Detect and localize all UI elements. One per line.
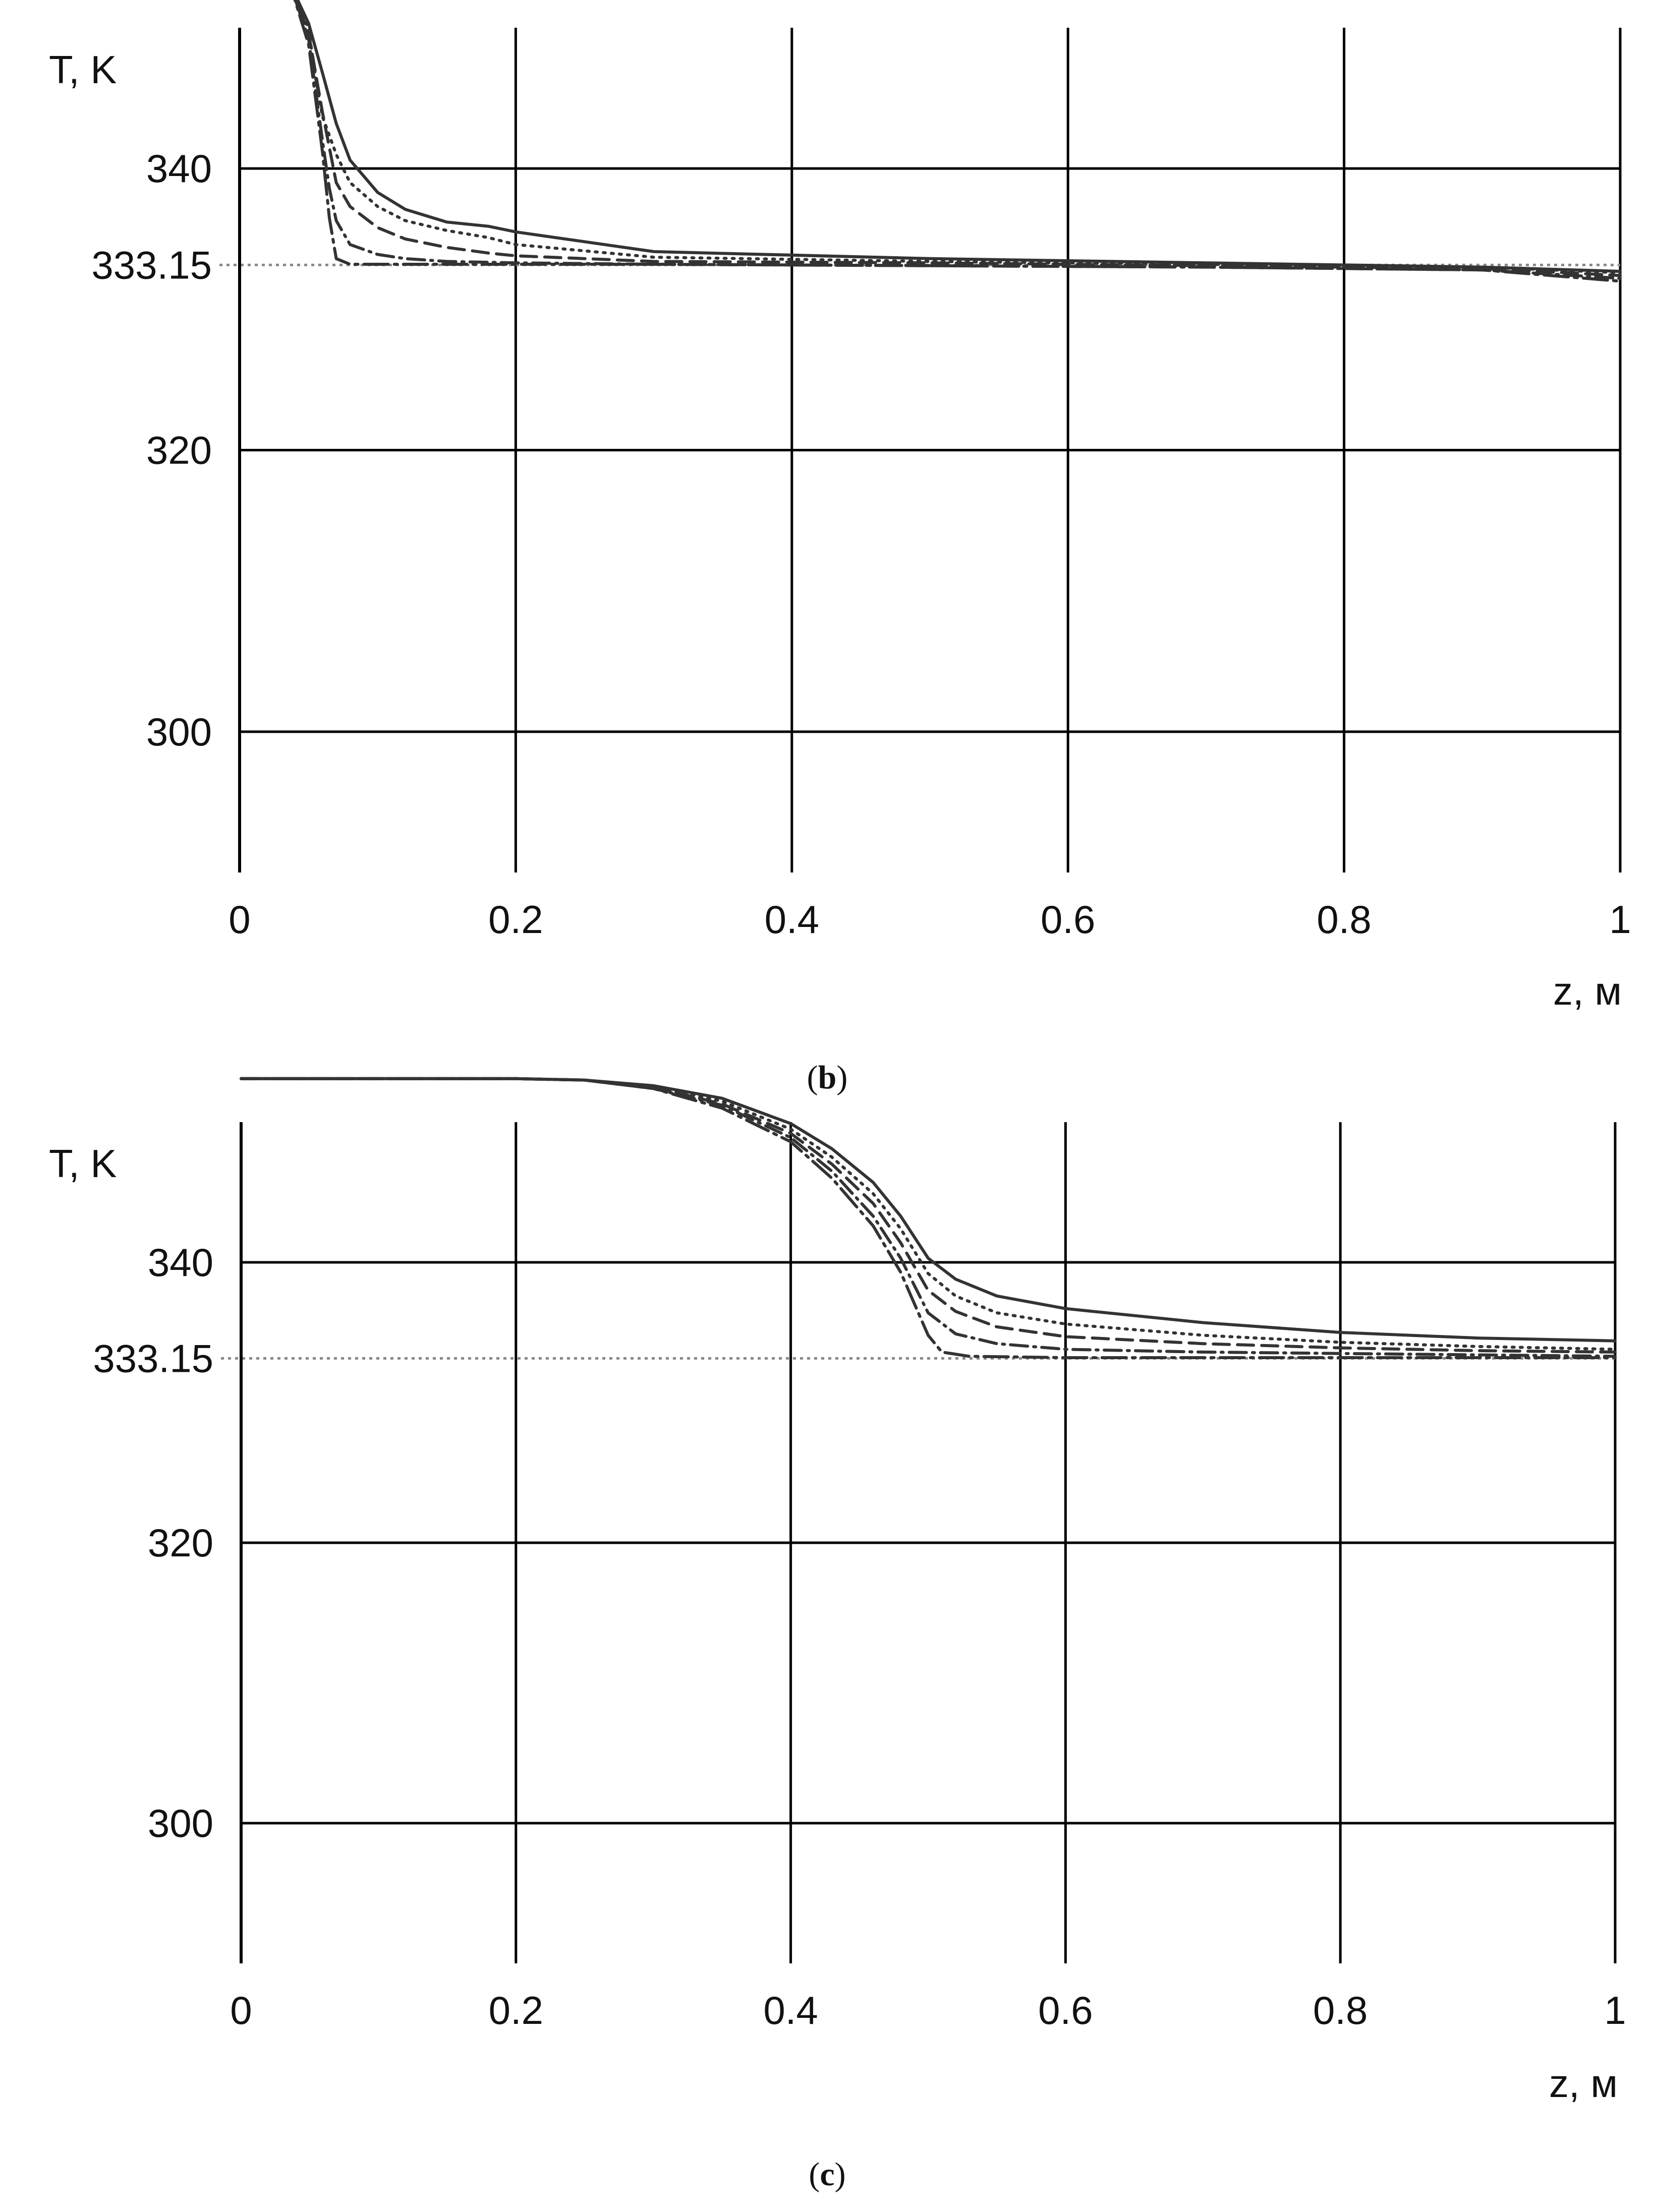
y-axis-label: T, K [49, 1141, 117, 1186]
x-tick-label: 0.4 [763, 1988, 818, 2032]
y-tick-label: 300 [146, 710, 212, 754]
x-tick-label: 0.6 [1041, 897, 1095, 942]
series-line-dash-dot [294, 0, 1622, 280]
y-tick-label: 320 [148, 1521, 213, 1565]
caption-b: (b) [807, 1059, 848, 1096]
series-line-dashed [294, 0, 1622, 277]
reference-line-label: 333.15 [93, 1336, 213, 1380]
x-axis-label: z, м [1549, 2061, 1618, 2106]
series-line-solid [240, 1077, 1617, 1343]
x-tick-label: 0.2 [488, 897, 543, 942]
caption-c-letter: c [820, 2156, 834, 2193]
caption-c: (c) [809, 2156, 845, 2193]
caption-b-close: ) [836, 1059, 847, 1096]
x-tick-label: 0.8 [1317, 897, 1371, 942]
reference-line-label: 333.15 [91, 243, 212, 287]
caption-b-letter: b [818, 1059, 837, 1096]
x-tick-label: 1 [1609, 897, 1631, 942]
series-line-long-dash-dot [240, 1077, 1617, 1359]
panel-c-chart: T, K z, м 0 0.2 0.4 0.6 0.8 1 300 320 340 333.15 [49, 1077, 1626, 2106]
x-tick-label: 0 [230, 1988, 252, 2032]
x-axis-label: z, м [1553, 969, 1622, 1013]
series-line-dotted [295, 0, 1622, 274]
x-tick-label: 0.6 [1038, 1988, 1093, 2032]
y-axis-label: T, K [49, 47, 117, 92]
x-tick-label: 0.8 [1313, 1988, 1367, 2032]
x-tick-label: 0.4 [765, 897, 819, 942]
series-line-dotted [240, 1077, 1617, 1351]
y-tick-label: 340 [146, 146, 212, 191]
series-line-long-dash-dot [293, 0, 1622, 283]
caption-c-close: ) [835, 2156, 846, 2193]
panel-b-chart: T, K z, м 0 0.2 0.4 0.6 0.8 1 300 320 340 333.15 [49, 0, 1631, 1013]
series-line-dash-dot [240, 1077, 1617, 1358]
y-tick-label: 340 [148, 1240, 213, 1285]
x-tick-label: 0.2 [489, 1988, 543, 2032]
x-tick-label: 0 [229, 897, 250, 942]
caption-b-open: ( [807, 1059, 818, 1096]
caption-c-open: ( [809, 2156, 820, 2193]
y-tick-label: 320 [146, 428, 212, 473]
y-tick-label: 300 [148, 1801, 213, 1845]
x-tick-label: 1 [1604, 1988, 1626, 2032]
series-line-solid [296, 0, 1622, 273]
